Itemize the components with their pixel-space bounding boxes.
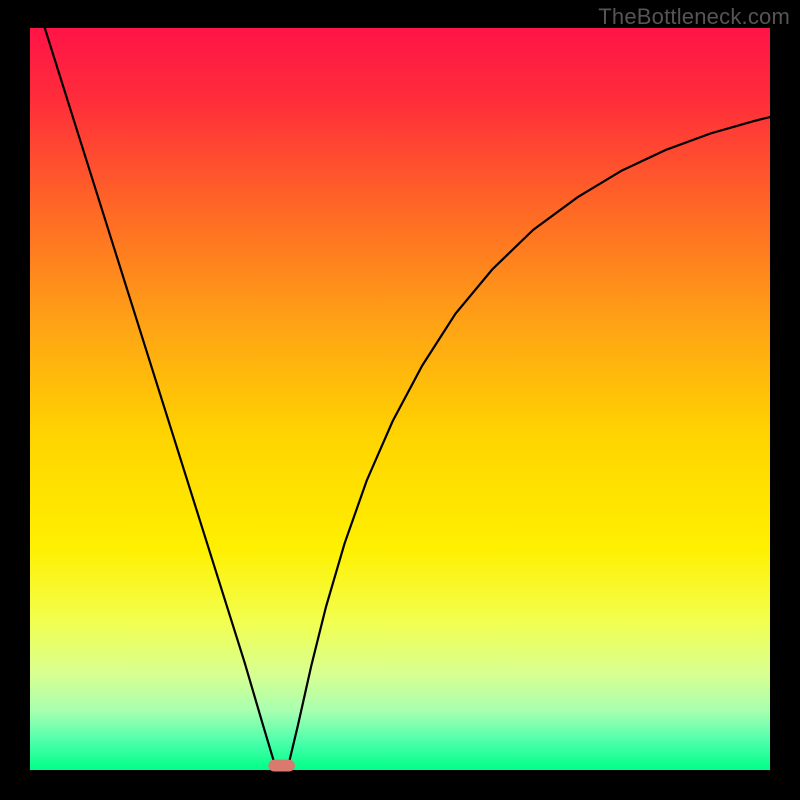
watermark-text: TheBottleneck.com bbox=[598, 4, 790, 30]
figure-root: TheBottleneck.com bbox=[0, 0, 800, 800]
chart-background bbox=[30, 28, 770, 770]
minimum-marker bbox=[268, 760, 295, 772]
plot-svg bbox=[0, 0, 800, 800]
marker-pill bbox=[268, 760, 295, 772]
